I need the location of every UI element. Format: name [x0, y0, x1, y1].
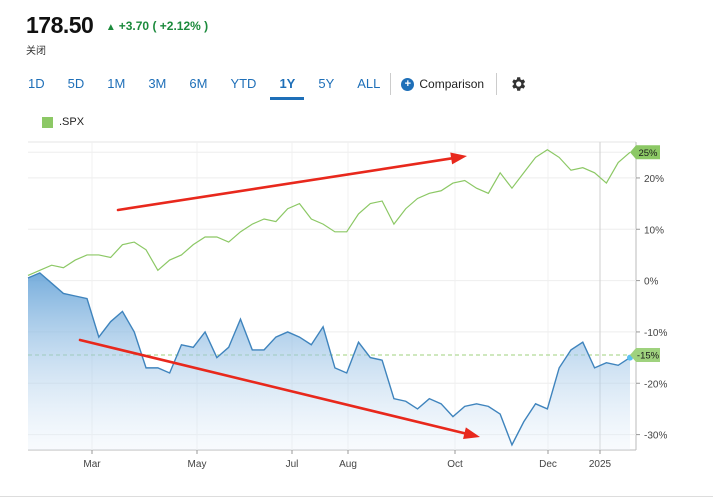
- spx-last-value-tag: [630, 145, 660, 160]
- range-1m[interactable]: 1M: [107, 76, 126, 91]
- main-series-area: [28, 272, 630, 450]
- range-selector: 1D 5D 1M 3M 6M YTD 1Y 5Y ALL + Compariso…: [28, 70, 527, 104]
- range-ytd[interactable]: YTD: [230, 76, 257, 91]
- x-tick-label: 2025: [589, 459, 612, 470]
- change-value: +3.70: [118, 18, 150, 33]
- range-5y[interactable]: 5Y: [318, 76, 335, 91]
- gear-icon[interactable]: [509, 75, 527, 93]
- up-arrow-icon: ▲: [105, 21, 116, 33]
- price-change: ▲ +3.70 ( +2.12% ): [106, 19, 208, 33]
- spx-last-value-tag-label: 25%: [638, 148, 658, 159]
- quote-header: 178.50 ▲ +3.70 ( +2.12% ): [26, 12, 208, 39]
- bottom-rule: [0, 496, 713, 497]
- y-tick-label: -10%: [644, 328, 667, 339]
- x-tick-label: Mar: [83, 459, 101, 470]
- legend: .SPX: [42, 116, 84, 128]
- spx-series-line: [27, 148, 631, 277]
- down-trend-arrow-head: [463, 427, 480, 440]
- y-tick-label: 0%: [644, 277, 659, 288]
- x-tick-label: Dec: [539, 459, 557, 470]
- x-tick-label: May: [188, 459, 207, 470]
- range-all[interactable]: ALL: [357, 76, 381, 91]
- toolbar-divider-2: [496, 73, 498, 95]
- comparison-label: Comparison: [419, 77, 485, 91]
- main-last-value-tag: [630, 348, 660, 363]
- change-percent: ( +2.12% ): [152, 18, 209, 33]
- down-trend-arrow-shaft: [78, 338, 466, 435]
- y-tick-label: -30%: [644, 431, 667, 442]
- up-trend-arrow-shaft: [116, 157, 453, 212]
- legend-swatch: [42, 116, 53, 128]
- y-tick-label: 10%: [644, 225, 664, 236]
- toolbar-divider: [390, 73, 392, 95]
- range-3m[interactable]: 3M: [148, 76, 167, 91]
- x-tick-label: Aug: [339, 459, 357, 470]
- up-trend-arrow-head: [450, 152, 467, 165]
- range-1d[interactable]: 1D: [28, 76, 45, 91]
- legend-label-spx: .SPX: [59, 116, 85, 128]
- range-5d[interactable]: 5D: [67, 76, 85, 91]
- comparison-button[interactable]: + Comparison: [401, 70, 484, 98]
- x-tick-label: Oct: [447, 459, 463, 470]
- main-last-value-tag-label: -15%: [637, 351, 660, 362]
- y-tick-label: 20%: [644, 174, 664, 185]
- range-6m[interactable]: 6M: [189, 76, 208, 91]
- x-tick-label: Jul: [286, 459, 299, 470]
- price: 178.50: [26, 12, 94, 38]
- range-1y[interactable]: 1Y: [270, 70, 305, 100]
- main-series-line: [27, 272, 631, 447]
- plus-icon: +: [401, 77, 415, 91]
- market-status: 关闭: [26, 46, 46, 57]
- y-tick-label: -20%: [644, 379, 667, 390]
